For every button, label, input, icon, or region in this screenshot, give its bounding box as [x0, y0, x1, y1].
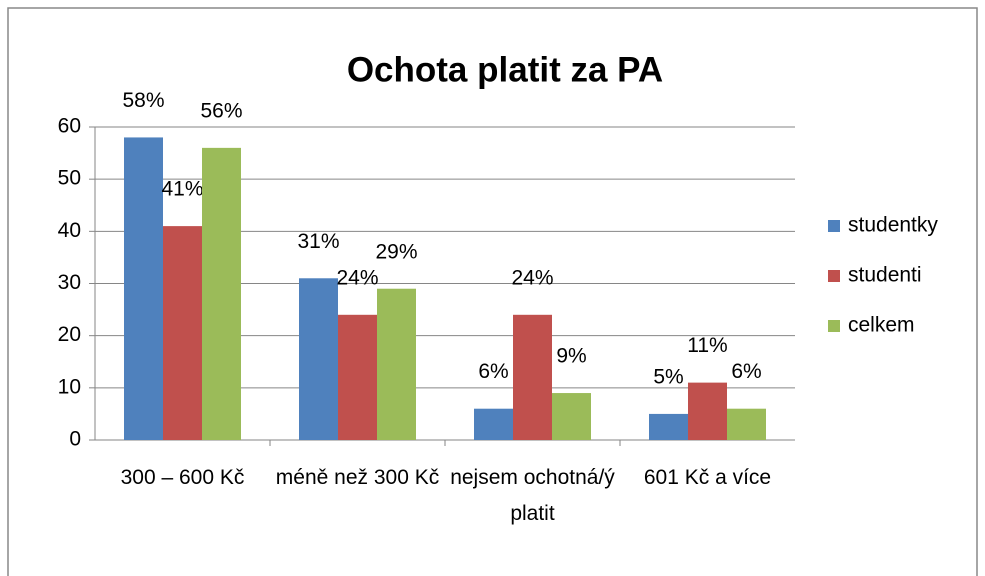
data-label: 11% [687, 334, 727, 357]
x-tick-label: 601 Kč a více [644, 466, 771, 489]
legend-label: studentky [848, 214, 938, 237]
data-label: 29% [375, 240, 417, 263]
bar [727, 408, 766, 440]
bar [474, 408, 513, 440]
bar [552, 393, 591, 440]
data-label: 56% [200, 99, 242, 122]
y-tick-label: 40 [58, 219, 81, 242]
data-label: 24% [511, 266, 553, 289]
bar [377, 288, 416, 440]
legend-swatch [828, 320, 840, 332]
y-tick-label: 10 [58, 375, 81, 398]
bar [202, 147, 241, 440]
legend-label: studenti [848, 264, 922, 287]
data-label: 5% [653, 365, 683, 388]
bar [163, 226, 202, 440]
bar [338, 314, 377, 440]
data-label: 31% [297, 230, 339, 253]
data-label: 6% [478, 360, 508, 383]
data-label: 58% [122, 89, 164, 112]
data-label: 24% [336, 266, 378, 289]
legend-swatch [828, 270, 840, 282]
bar [649, 413, 688, 440]
legend-swatch [828, 220, 840, 232]
bar [124, 137, 163, 440]
y-tick-label: 50 [58, 167, 81, 190]
y-tick-label: 30 [58, 271, 81, 294]
x-tick-label: méně než 300 Kč [276, 466, 439, 489]
legend-label: celkem [848, 314, 915, 337]
y-tick-label: 60 [58, 115, 81, 138]
y-tick-label: 0 [69, 428, 81, 451]
chart-title: Ochota platit za PA [347, 50, 663, 89]
data-label: 41% [161, 178, 203, 201]
bar [299, 278, 338, 440]
x-tick-label: 300 – 600 Kč [121, 466, 245, 489]
y-tick-label: 20 [58, 323, 81, 346]
x-tick-label: nejsem ochotná/ý platit [450, 466, 615, 525]
bar [688, 382, 727, 440]
data-label: 9% [556, 345, 586, 368]
bar [513, 314, 552, 440]
data-label: 6% [731, 360, 761, 383]
